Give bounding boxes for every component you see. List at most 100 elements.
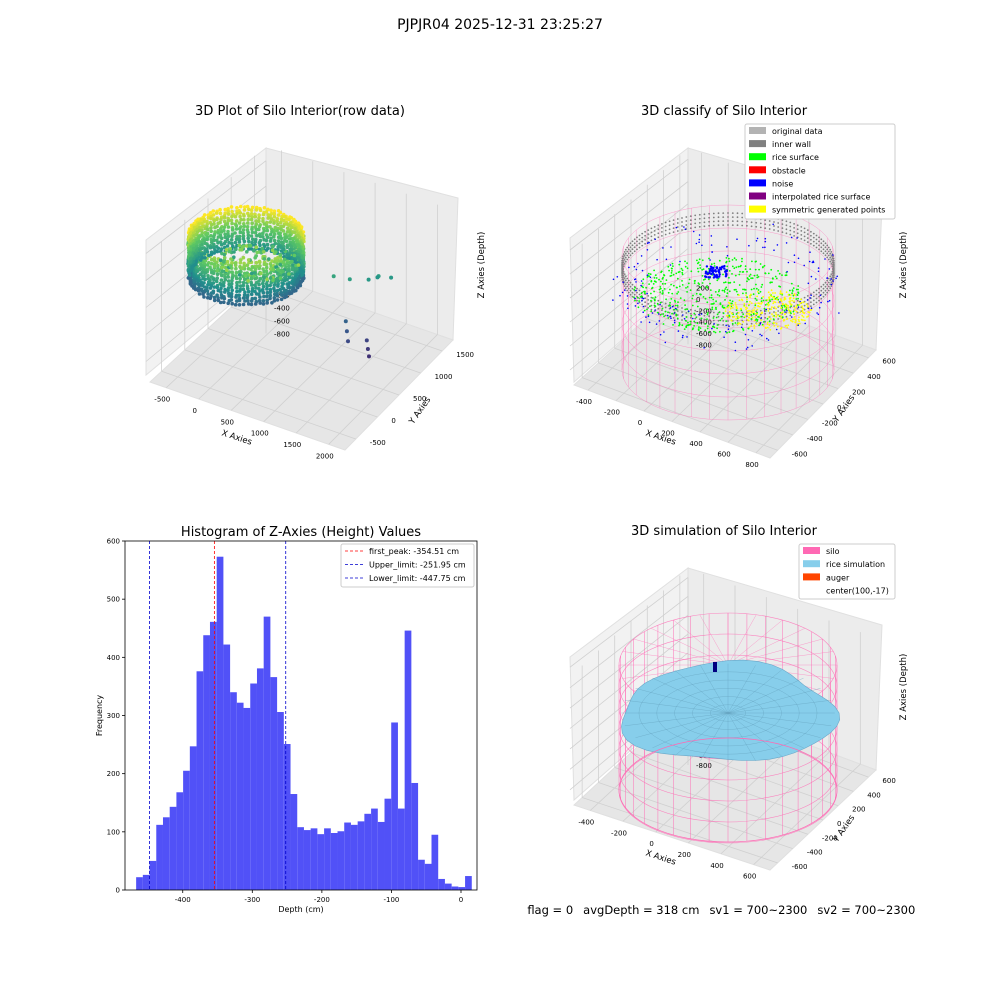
rice-surface-point: [704, 278, 706, 280]
rice-surface-point: [708, 296, 711, 299]
raw-point: [285, 245, 290, 249]
noise-point: [736, 238, 738, 240]
rice-surface-point: [741, 257, 743, 260]
raw-point: [270, 230, 274, 234]
raw-point: [249, 271, 254, 276]
inner-wall-point: [712, 311, 715, 314]
symmetric-point: [761, 301, 763, 304]
raw-point: [250, 221, 254, 225]
raw-outlier-point: [347, 277, 352, 282]
rice-surface-point: [680, 267, 683, 270]
rice-surface-point: [756, 311, 758, 314]
symmetric-point: [767, 291, 770, 294]
inner-wall-point: [833, 267, 835, 270]
raw-point: [235, 286, 239, 290]
raw-point: [215, 285, 220, 290]
noise-point: [711, 271, 714, 274]
symmetric-point: [745, 308, 747, 311]
noise-point: [705, 265, 709, 268]
rice-surface-point: [673, 299, 676, 302]
inner-wall-point: [755, 310, 758, 313]
raw-point: [227, 282, 231, 287]
raw-point: [234, 270, 239, 275]
raw-point: [229, 238, 234, 242]
inner-wall-point: [806, 295, 809, 297]
inner-wall-point: [832, 257, 835, 260]
raw-point: [254, 276, 259, 280]
noise-point: [655, 323, 658, 325]
raw-z-tick-label: -400: [274, 305, 290, 313]
rice-surface-point: [756, 320, 758, 322]
rice-surface-point: [718, 259, 721, 262]
inner-wall-point: [681, 307, 683, 309]
inner-wall-point: [622, 259, 624, 262]
hist-bar: [283, 744, 291, 890]
noise-point: [640, 284, 642, 287]
rice-surface-point: [791, 292, 793, 295]
rice-surface-point: [659, 313, 662, 316]
noise-point: [815, 278, 817, 280]
raw-point: [241, 255, 246, 260]
sim-x-tick-label: 200: [678, 851, 691, 859]
sim-y-axis-label: Y Axies: [831, 813, 858, 845]
noise-point: [711, 327, 713, 330]
inner-wall-point: [708, 319, 710, 322]
inner-wall-point: [657, 232, 660, 235]
raw-point: [259, 271, 263, 276]
rice-surface-point: [696, 305, 699, 308]
classify-ygrid-line: [598, 362, 793, 436]
inner-wall-point: [789, 233, 792, 236]
hist-bar: [156, 824, 163, 890]
raw-point: [220, 265, 224, 270]
raw-point: [212, 218, 216, 223]
noise-point: [755, 240, 758, 242]
rice-surface-point: [746, 270, 748, 273]
symmetric-point: [801, 311, 804, 313]
raw-point: [233, 231, 237, 235]
raw-z-axis-label: Z Axies (Depth): [477, 232, 487, 299]
noise-point: [790, 236, 793, 239]
rice-surface-grid: [624, 700, 729, 714]
inner-wall-point: [793, 231, 795, 233]
rice-surface-point: [714, 291, 717, 293]
symmetric-point: [731, 312, 733, 315]
symmetric-point: [735, 317, 738, 320]
raw-point: [258, 243, 262, 248]
inner-wall-point: [789, 221, 792, 224]
symmetric-point: [788, 311, 791, 314]
raw-point: [246, 221, 250, 225]
inner-wall-point: [672, 317, 675, 319]
rice-surface-point: [637, 296, 639, 299]
raw-point: [226, 229, 230, 234]
inner-wall-point: [712, 315, 715, 318]
rice-surface-point: [789, 289, 791, 292]
rice-surface-point: [676, 304, 679, 307]
inner-wall-point: [622, 283, 625, 285]
inner-wall-point: [708, 216, 710, 219]
rice-surface-point: [686, 286, 689, 288]
inner-wall-point: [636, 248, 638, 251]
inner-wall-point: [623, 259, 626, 261]
raw-point: [246, 289, 251, 294]
symmetric-point: [744, 315, 746, 318]
noise-point: [764, 246, 766, 249]
raw-point: [202, 217, 206, 221]
noise-point: [779, 301, 781, 303]
symmetric-point: [772, 296, 774, 298]
rice-surface-point: [752, 312, 755, 315]
inner-wall-point: [698, 310, 701, 313]
raw-point: [230, 275, 235, 280]
raw-point: [246, 236, 250, 240]
inner-wall-point: [657, 307, 660, 310]
noise-point: [832, 280, 834, 282]
raw-point: [290, 225, 294, 230]
noise-point: [616, 276, 619, 278]
raw-point: [197, 239, 202, 244]
symmetric-point: [776, 298, 778, 301]
inner-wall-point: [773, 221, 775, 223]
raw-point: [216, 263, 220, 268]
raw-point: [260, 246, 265, 251]
noise-point: [669, 264, 672, 266]
